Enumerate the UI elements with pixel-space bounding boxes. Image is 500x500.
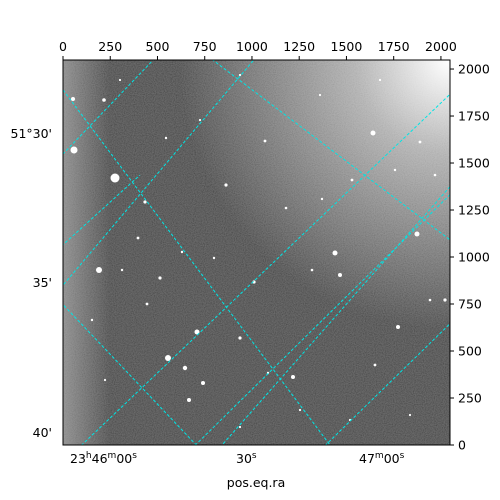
- star: [145, 302, 149, 306]
- left-edge-glow: [63, 60, 450, 445]
- star: [408, 413, 412, 417]
- star: [291, 375, 295, 379]
- star: [165, 355, 171, 361]
- y-tick-label: 750: [458, 297, 482, 312]
- star: [238, 336, 242, 340]
- star: [90, 318, 94, 322]
- star: [320, 197, 324, 201]
- star: [164, 136, 168, 140]
- star: [120, 268, 124, 272]
- x-tick-label: 500: [146, 39, 170, 54]
- star: [110, 173, 120, 183]
- y-tick-label: 1000: [458, 250, 490, 265]
- grid-line: [324, 323, 450, 445]
- star: [433, 173, 437, 177]
- star: [332, 250, 338, 256]
- y-tick-label: 500: [458, 344, 482, 359]
- star: [310, 268, 314, 272]
- star: [396, 325, 400, 329]
- x-tick-label: 0: [59, 39, 67, 54]
- star: [158, 276, 162, 280]
- image-panel: [63, 60, 450, 445]
- x-pixel-axis: 0 250 500 750 1000 1250 1500 1750 2000: [59, 39, 457, 60]
- dec-axis: 51°30' 35' 40': [11, 126, 53, 440]
- star: [201, 381, 205, 385]
- star: [298, 408, 302, 412]
- y-pixel-axis: 0 250 500 750 1000 1250 1500 1750 2000: [450, 62, 490, 453]
- dec-tick-label: 51°30': [11, 126, 53, 141]
- star: [182, 365, 188, 371]
- star-field: [70, 73, 447, 429]
- star: [238, 425, 242, 429]
- star: [224, 183, 228, 187]
- star: [318, 93, 322, 97]
- grid-line: [194, 193, 450, 445]
- star: [370, 130, 376, 136]
- x-tick-label: 1500: [331, 39, 363, 54]
- star: [180, 250, 184, 254]
- star: [428, 298, 432, 302]
- star: [238, 73, 242, 77]
- star: [118, 78, 122, 82]
- star: [414, 231, 420, 237]
- x-tick-label: 1000: [236, 39, 268, 54]
- star: [70, 146, 78, 154]
- star: [103, 378, 107, 382]
- plot-frame: [62, 59, 451, 446]
- star: [418, 140, 422, 144]
- star: [338, 273, 342, 277]
- coordinate-grid: [63, 60, 450, 445]
- grid-line: [63, 89, 331, 445]
- ra-axis: 23h46m00s 30s 47m00s pos.eq.ra: [70, 451, 405, 490]
- star: [136, 236, 140, 240]
- star: [212, 256, 216, 260]
- star: [102, 98, 106, 102]
- star: [350, 178, 354, 182]
- y-tick-label: 1750: [458, 109, 490, 124]
- y-tick-label: 1500: [458, 156, 490, 171]
- star: [393, 168, 397, 172]
- dec-tick-label: 40': [33, 425, 52, 440]
- star: [96, 267, 102, 273]
- ra-tick-label: 30s: [236, 451, 257, 466]
- y-tick-label: 1250: [458, 203, 490, 218]
- star: [187, 398, 191, 402]
- star: [443, 298, 447, 302]
- x-tick-label: 1250: [283, 39, 315, 54]
- star: [71, 97, 75, 101]
- star: [198, 118, 202, 122]
- x-axis-label: pos.eq.ra: [227, 475, 285, 490]
- ra-tick-label: 47m00s: [359, 451, 405, 466]
- star: [194, 329, 200, 335]
- star: [373, 363, 377, 367]
- star: [263, 139, 267, 143]
- y-tick-label: 0: [458, 438, 466, 453]
- grid-line: [221, 185, 450, 445]
- ra-tick-label: 23h46m00s: [70, 451, 137, 466]
- dec-tick-label: 35': [33, 275, 52, 290]
- y-tick-label: 250: [458, 391, 482, 406]
- star: [284, 206, 288, 210]
- star: [143, 200, 147, 204]
- grid-line: [81, 93, 450, 445]
- x-tick-label: 1750: [378, 39, 410, 54]
- x-tick-label: 2000: [425, 39, 457, 54]
- star: [378, 78, 382, 82]
- y-tick-label: 2000: [458, 62, 490, 77]
- x-tick-label: 750: [193, 39, 217, 54]
- x-tick-label: 250: [98, 39, 122, 54]
